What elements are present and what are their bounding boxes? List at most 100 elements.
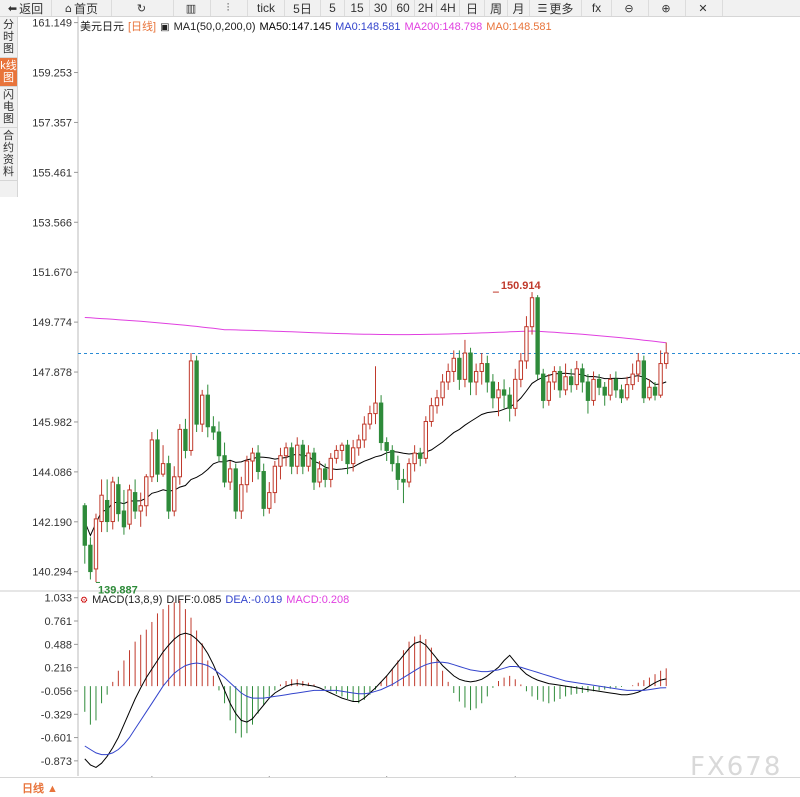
candle-body — [524, 326, 529, 362]
bottom-bar: 日线 ▲ — [0, 777, 800, 797]
ohlc-icon: ⫶ — [226, 1, 230, 14]
period-8-button[interactable]: 周 — [485, 0, 508, 16]
candle-body — [104, 499, 110, 523]
candle-body — [255, 452, 261, 473]
candle-body — [272, 465, 278, 494]
period-0-button[interactable]: 5日 — [285, 0, 321, 16]
ma50-line — [84, 372, 667, 537]
period-7-button[interactable]: 日 — [460, 0, 485, 16]
refresh-button[interactable]: ↻ — [112, 0, 174, 16]
ma-settings-icon[interactable]: ▣ — [160, 22, 170, 33]
candle-body — [289, 447, 294, 467]
macd-settings-icon[interactable]: ⚙ — [80, 596, 89, 606]
ohlc-button[interactable]: ⫶ — [211, 0, 248, 16]
period-9-button[interactable]: 月 — [508, 0, 530, 16]
home-button[interactable]: ⌂ 首页 — [52, 0, 112, 16]
candle-body — [356, 439, 361, 449]
candle-body — [535, 297, 540, 375]
candle-body — [244, 460, 250, 486]
tick-button[interactable]: tick — [248, 0, 285, 16]
sidebar-tab-2[interactable]: 闪电图 — [0, 87, 17, 128]
price-tick-label: 144.086 — [32, 467, 72, 479]
candle-body — [518, 360, 524, 380]
period-3-button[interactable]: 30 — [370, 0, 392, 16]
candle-body — [418, 452, 423, 459]
candle-body — [652, 386, 658, 396]
back-button[interactable]: ⬅ 返回 — [0, 0, 52, 16]
candle-body — [395, 463, 401, 480]
candle-body — [334, 449, 339, 459]
candle-body — [350, 447, 356, 465]
candle-body — [311, 452, 317, 483]
chart-legend: 美元日元 [日线] ▣ MA1(50,0,200,0) MA50:147.145 MA0:… — [80, 18, 556, 34]
macd-tick-label: -0.601 — [41, 733, 72, 745]
chart-type-button[interactable]: ▥ — [174, 0, 211, 16]
candle-body — [630, 373, 635, 386]
candle-body — [339, 444, 345, 451]
macd-tick-label: -0.329 — [41, 709, 72, 721]
candle-body — [93, 518, 99, 570]
macd-tick-label: 0.216 — [44, 663, 72, 675]
legend-symbol: 美元日元 — [80, 21, 124, 33]
sidebar-tab-1[interactable]: k线图 — [0, 58, 17, 87]
candle-body — [591, 378, 596, 401]
candle-body — [144, 476, 149, 507]
period-4-button[interactable]: 60 — [392, 0, 415, 16]
sidebar-tab-3[interactable]: 合约资料 — [0, 128, 17, 181]
macd-dea: DEA:-0.019 — [225, 594, 283, 606]
back-button-label: 返回 — [19, 1, 44, 16]
period-5-button[interactable]: 2H — [415, 0, 437, 16]
macd-params: MACD(13,8,9) — [92, 594, 163, 606]
candle-body — [541, 373, 546, 401]
home-button-label: 首页 — [73, 1, 98, 16]
fx-button[interactable]: fx — [582, 0, 612, 16]
candle-body — [188, 360, 194, 451]
candle-body — [367, 413, 373, 425]
period-select-button[interactable]: 日线 ▲ — [22, 783, 58, 795]
price-tick-label: 157.357 — [32, 117, 72, 129]
watermark: FX678 — [690, 752, 783, 782]
period-1-button[interactable]: 5 — [321, 0, 345, 16]
candle-body — [211, 426, 216, 433]
candle-body — [177, 428, 183, 478]
candle-body — [390, 449, 395, 465]
candle-body — [194, 360, 199, 425]
candle-body — [295, 444, 300, 467]
period-2-button[interactable]: 15 — [345, 0, 370, 16]
refresh-icon: ↻ — [136, 1, 147, 15]
sidebar-tab-0[interactable]: 分时图 — [0, 17, 17, 58]
candle-body — [306, 452, 311, 467]
candle-body — [401, 478, 406, 483]
macd-tick-label: 1.033 — [44, 593, 72, 605]
period-6-button[interactable]: 4H — [437, 0, 460, 16]
zoom-in-button[interactable]: ⊕ — [649, 0, 686, 16]
legend-ma-params: MA1(50,0,200,0) — [173, 21, 256, 33]
candle-body — [149, 439, 155, 478]
candle-body — [172, 476, 177, 512]
close-button[interactable]: ✕ — [686, 0, 723, 16]
candle-body — [116, 484, 121, 515]
high-label: 150.914 — [501, 280, 542, 292]
zoom-out-button[interactable]: ⊖ — [612, 0, 649, 16]
macd-legend: ⚙ MACD(13,8,9) DIFF:0.085 DEA:-0.019 MACD:0.… — [80, 594, 353, 606]
candle-body — [529, 297, 535, 328]
candle-body — [563, 376, 568, 391]
candle-body — [155, 439, 160, 475]
macd-tick-label: -0.873 — [41, 756, 72, 768]
candle-body — [596, 378, 602, 388]
zoom-in-icon: ⊕ — [661, 1, 671, 15]
candle-body — [384, 442, 389, 451]
candle-body — [205, 394, 210, 428]
price-tick-label: 145.982 — [32, 417, 72, 429]
candle-body — [647, 386, 652, 399]
candle-body — [317, 468, 322, 483]
macd-diff-line — [84, 632, 667, 768]
price-tick-label: 161.149 — [32, 18, 72, 30]
menu-icon: ☰ — [537, 1, 548, 15]
more-button[interactable]: ☰ 更多 — [530, 0, 582, 16]
candle-body — [300, 444, 306, 467]
macd-diff: DIFF:0.085 — [166, 594, 222, 606]
candle-body — [423, 420, 428, 459]
candle-body — [412, 452, 417, 465]
